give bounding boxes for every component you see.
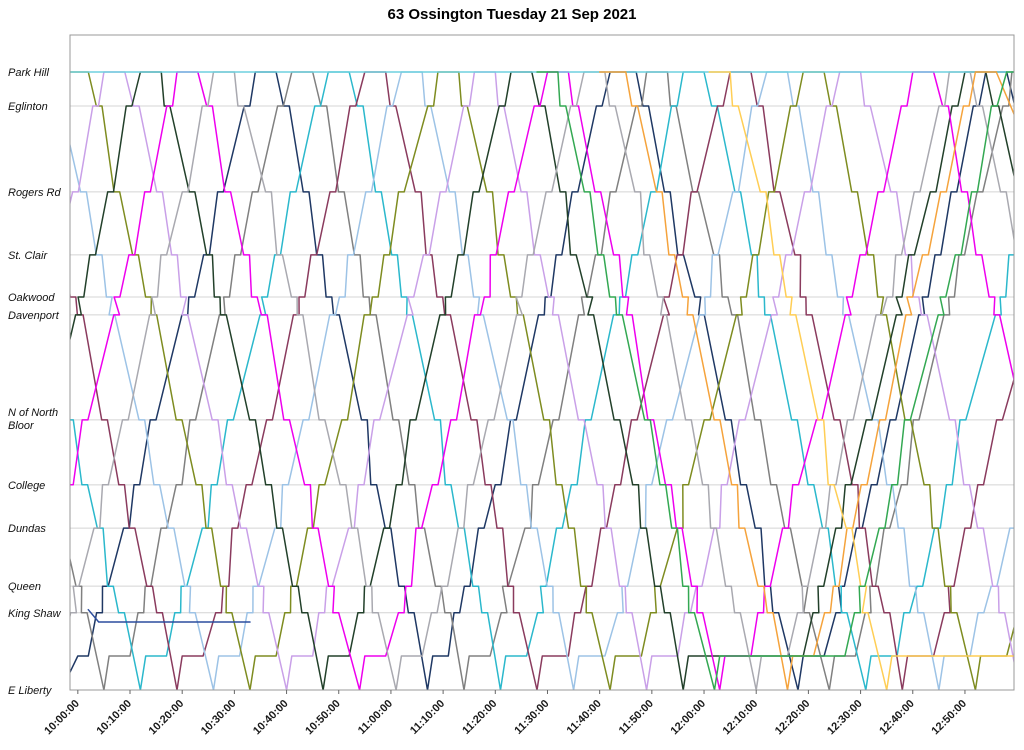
chart-title: 63 Ossington Tuesday 21 Sep 2021 — [387, 6, 637, 23]
time-tick-label: 11:10:00 — [408, 698, 447, 737]
vehicle-trace-vehicle-15 — [536, 71, 1014, 690]
time-tick-label: 10:30:00 — [199, 698, 239, 738]
station-label: St. Clair — [8, 250, 48, 262]
station-label: Bloor — [8, 420, 35, 432]
station-label: Park Hill — [8, 67, 50, 79]
time-tick-label: 11:30:00 — [512, 698, 551, 737]
station-label: Rogers Rd — [8, 187, 61, 199]
time-tick-label: 10:40:00 — [251, 698, 291, 738]
vehicle-trace-vehicle-06 — [70, 71, 1014, 690]
station-label: Dundas — [8, 523, 46, 535]
vehicle-trace-vehicle-12 — [87, 608, 251, 623]
time-tick-label: 10:10:00 — [95, 698, 135, 738]
vehicle-trace-vehicle-05 — [70, 71, 1014, 690]
plot-background — [70, 35, 1014, 690]
time-tick-label: 12:00:00 — [669, 698, 709, 738]
vehicle-trace-vehicle-08 — [70, 71, 1014, 690]
time-tick-label: 10:20:00 — [147, 698, 187, 738]
station-label: N of North — [8, 407, 58, 419]
time-tick-label: 12:20:00 — [773, 698, 813, 738]
station-label: Queen — [8, 581, 41, 593]
vehicle-trace-vehicle-02 — [70, 71, 1014, 690]
time-tick-label: 10:50:00 — [303, 698, 343, 738]
plot-frame — [69, 34, 1015, 691]
station-label: E Liberty — [8, 685, 53, 697]
vehicle-trace-vehicle-03 — [70, 71, 1014, 690]
vehicle-traces — [70, 71, 1014, 690]
station-label: Eglinton — [8, 101, 48, 113]
time-tick-label: 11:20:00 — [460, 698, 499, 737]
time-tick-label: 11:50:00 — [617, 698, 656, 737]
time-tick-label: 12:40:00 — [877, 698, 917, 738]
vehicle-trace-vehicle-01 — [70, 71, 1014, 690]
vehicle-trace-vehicle-09 — [70, 71, 1014, 690]
time-tick-label: 10:00:00 — [42, 698, 82, 738]
vehicle-trace-vehicle-14 — [708, 71, 1014, 690]
station-label: College — [8, 480, 45, 492]
time-tick-label: 11:00:00 — [356, 698, 395, 737]
station-label: King Shaw — [8, 608, 62, 620]
time-tick-label: 12:10:00 — [721, 698, 761, 738]
vehicle-trace-vehicle-07 — [70, 71, 1014, 690]
station-label: Oakwood — [8, 292, 55, 304]
station-label: Davenport — [8, 310, 60, 322]
time-tick-label: 12:50:00 — [929, 698, 969, 738]
time-tick-label: 11:40:00 — [565, 698, 604, 737]
time-tick-label: 12:30:00 — [825, 698, 865, 738]
